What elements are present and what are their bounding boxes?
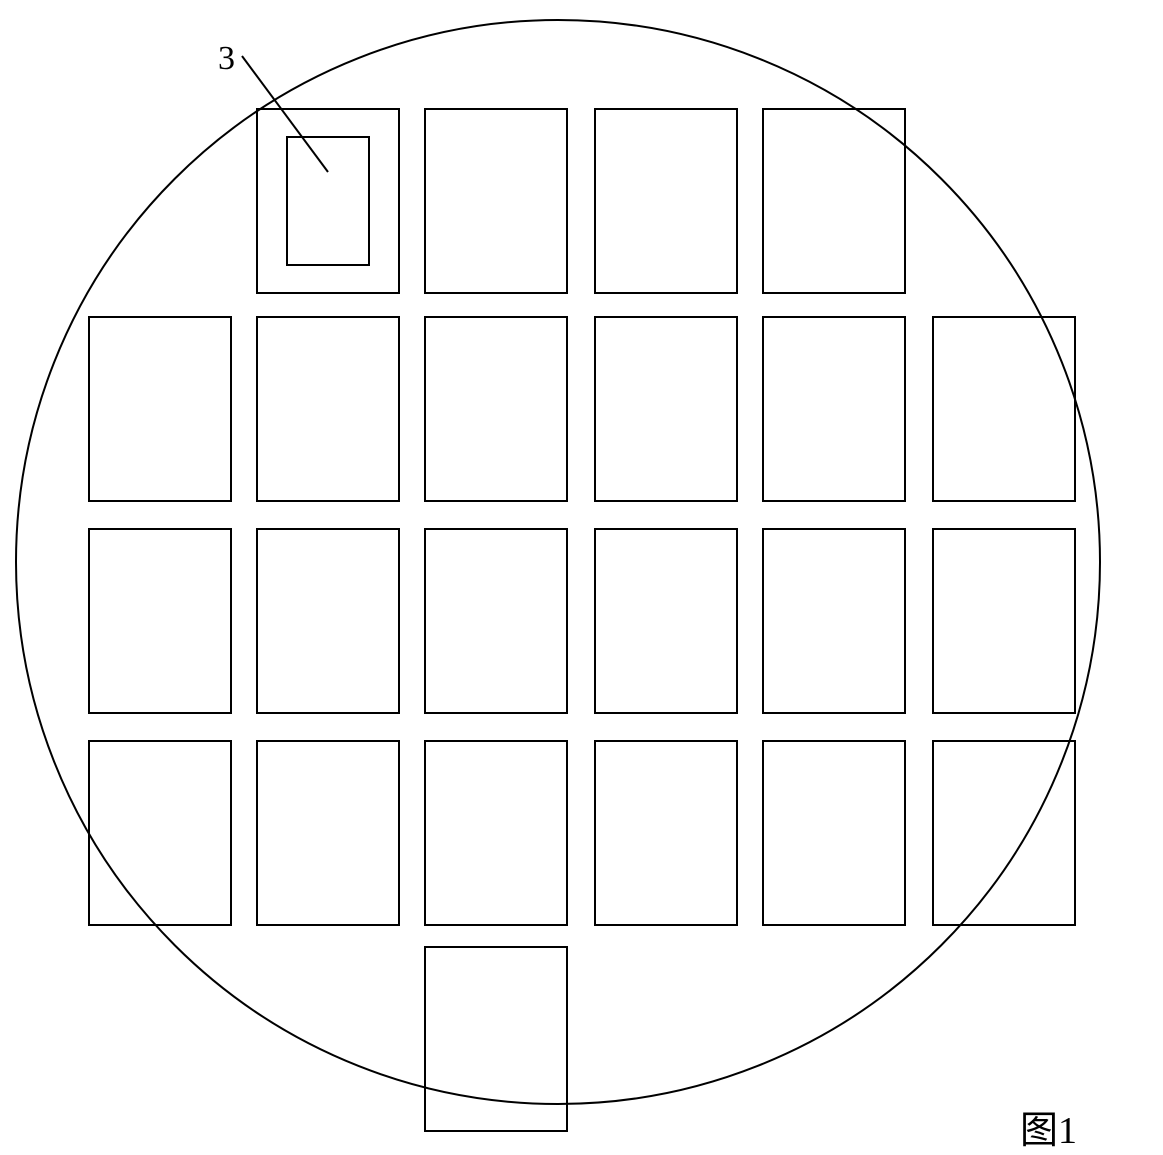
die [424,316,568,502]
die [932,528,1076,714]
die [594,740,738,926]
die [762,528,906,714]
diagram-stage: 3 图1 [0,0,1163,1155]
die [256,528,400,714]
die [594,108,738,294]
die [424,946,568,1132]
callout-label-3: 3 [218,42,235,76]
die [88,316,232,502]
die [594,528,738,714]
die [762,740,906,926]
die [424,528,568,714]
highlighted-inner-die [286,136,370,266]
die [762,316,906,502]
die [762,108,906,294]
die [88,528,232,714]
die [424,108,568,294]
die [932,740,1076,926]
die [256,316,400,502]
die [932,316,1076,502]
die [594,316,738,502]
die [256,740,400,926]
die [88,740,232,926]
die [424,740,568,926]
figure-caption: 图1 [1020,1112,1077,1150]
